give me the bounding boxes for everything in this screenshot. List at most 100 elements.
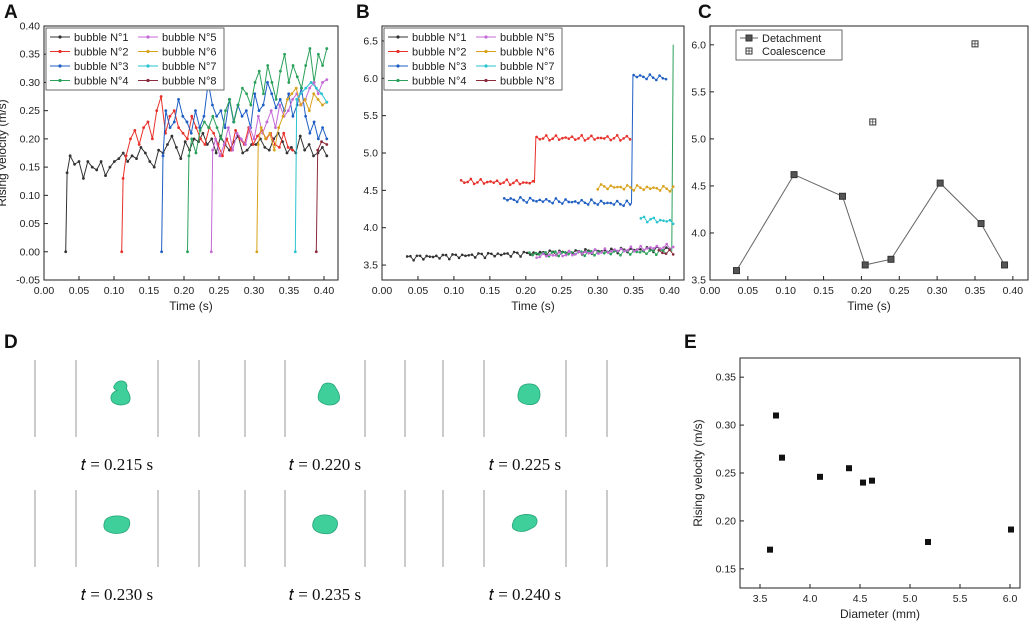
panel-a-data-point xyxy=(320,92,323,96)
panel-a-y-tick-label: 0.15 xyxy=(20,162,41,174)
panel-a-x-tick-label: 0.40 xyxy=(314,285,335,297)
panel-b-data-point xyxy=(668,190,672,193)
panel-b-data-point xyxy=(557,254,560,258)
panel-b-data-point xyxy=(597,252,600,255)
panel-a-data-point xyxy=(263,145,267,149)
panel-b-data-point xyxy=(662,219,665,222)
panel-b-data-point xyxy=(431,255,435,259)
panel-b-legend-marker xyxy=(396,64,400,68)
panel-c-y-tick-label: 5.5 xyxy=(691,86,706,98)
panel-a-y-axis-label: Rising velocity (m/s) xyxy=(0,99,9,206)
panel-c-legend-label: Detachment xyxy=(762,33,821,45)
panel-b-data-point xyxy=(551,254,555,257)
panel-b-data-point xyxy=(655,244,659,248)
panel-a-data-point xyxy=(307,143,311,146)
panel-a-data-point xyxy=(240,86,244,90)
panel-b-data-point xyxy=(616,249,620,253)
panel-a-data-point xyxy=(316,137,320,141)
panel-a-data-point xyxy=(172,109,176,113)
panel-c-detachment-point xyxy=(887,255,895,263)
panel-a-data-point xyxy=(219,109,223,113)
panel-b-data-point xyxy=(405,255,409,258)
panel-b-data-point xyxy=(502,197,506,200)
panel-b-data-point xyxy=(551,137,555,141)
panel-a-data-point xyxy=(249,103,253,107)
panel-b-data-point xyxy=(564,253,568,257)
panel-b-data-point xyxy=(626,248,629,252)
panel-b-data-point xyxy=(648,249,652,252)
panel-a-data-point xyxy=(174,145,178,149)
panel-a-data-point xyxy=(266,64,270,67)
panel-e-y-axis-label: Rising velocity (m/s) xyxy=(691,419,705,526)
panel-a-data-point xyxy=(291,97,294,101)
panel-a-data-point xyxy=(300,86,303,90)
panel-b-data-point xyxy=(554,197,558,200)
panel-a-data-point xyxy=(274,126,277,129)
panel-b-data-point xyxy=(645,77,648,81)
panel-a-data-point xyxy=(265,120,269,124)
panel-a-data-point xyxy=(304,114,308,118)
panel-b-data-point xyxy=(567,249,571,253)
panel-a-data-point xyxy=(248,126,252,129)
panel-a-data-point xyxy=(223,126,227,129)
panel-b-data-point xyxy=(521,181,525,184)
panel-a-data-point xyxy=(108,165,112,169)
panel-b-data-point xyxy=(551,201,554,205)
panel-b-data-point xyxy=(628,253,632,256)
panel-a-data-point xyxy=(256,134,259,138)
panel-a-data-point xyxy=(277,126,281,129)
panel-a-data-point xyxy=(241,151,245,155)
panel-b-data-point xyxy=(664,77,668,81)
panel-b-data-point xyxy=(596,203,600,206)
panel-b-data-point xyxy=(463,181,466,185)
panel-b-data-point xyxy=(612,186,616,189)
snapshot-bubble xyxy=(511,514,538,532)
panel-b-data-point xyxy=(525,201,529,204)
panel-b-data-point xyxy=(528,181,532,185)
panel-b-x-tick-label: 0.10 xyxy=(444,285,465,297)
panel-b-data-point xyxy=(596,188,600,191)
panel-a-data-point xyxy=(259,126,263,129)
panel-b-data-point xyxy=(570,135,574,138)
panel-b-data-point xyxy=(609,184,613,187)
panel-b-data-point xyxy=(590,251,594,255)
panel-b-data-point xyxy=(622,204,625,207)
panel-c-legend-box xyxy=(735,29,843,61)
panel-b-data-point xyxy=(459,178,463,182)
panel-a-data-point xyxy=(194,126,198,129)
panel-b-data-point xyxy=(619,254,622,257)
panel-a-x-tick-label: 0.05 xyxy=(69,285,90,297)
panel-a-data-point xyxy=(170,134,174,138)
panel-b-data-point xyxy=(508,183,512,187)
panel-b-data-point xyxy=(561,254,564,258)
panel-a-data-point xyxy=(189,131,193,135)
panel-a-data-point xyxy=(269,109,273,113)
panel-b-data-point xyxy=(646,220,649,224)
snapshot-time-caption: 𝑡 = 0.230 s xyxy=(81,585,153,604)
panel-a-data-point xyxy=(137,143,141,146)
panel-b-data-point xyxy=(564,136,567,139)
panel-b-data-point xyxy=(544,198,548,201)
panel-a-data-point xyxy=(253,92,257,96)
panel-b-data-point xyxy=(657,248,661,252)
panel-b-data-point xyxy=(479,177,483,181)
panel-a-data-point xyxy=(291,148,294,152)
panel-a-data-point xyxy=(291,114,295,118)
panel-b-data-point xyxy=(636,248,639,252)
panel-b-data-point xyxy=(629,186,632,189)
panel-e-x-tick-label: 4.5 xyxy=(853,593,868,605)
panel-label-b: B xyxy=(356,2,370,23)
panel-a-data-point xyxy=(214,151,218,155)
panel-b-data-point xyxy=(580,198,583,202)
panel-e-x-tick-label: 5.0 xyxy=(903,593,918,605)
panel-b-data-point xyxy=(606,251,610,254)
panel-b-data-point xyxy=(638,250,642,254)
panel-b-data-point xyxy=(602,251,606,255)
panel-b-data-point xyxy=(602,202,606,205)
panel-b-legend-box xyxy=(383,27,563,91)
panel-b-data-point xyxy=(661,76,665,80)
panel-b-data-point xyxy=(512,250,516,254)
panel-b-data-point xyxy=(541,200,545,203)
panel-b-data-point xyxy=(658,189,662,192)
panel-a-data-point xyxy=(148,160,152,163)
